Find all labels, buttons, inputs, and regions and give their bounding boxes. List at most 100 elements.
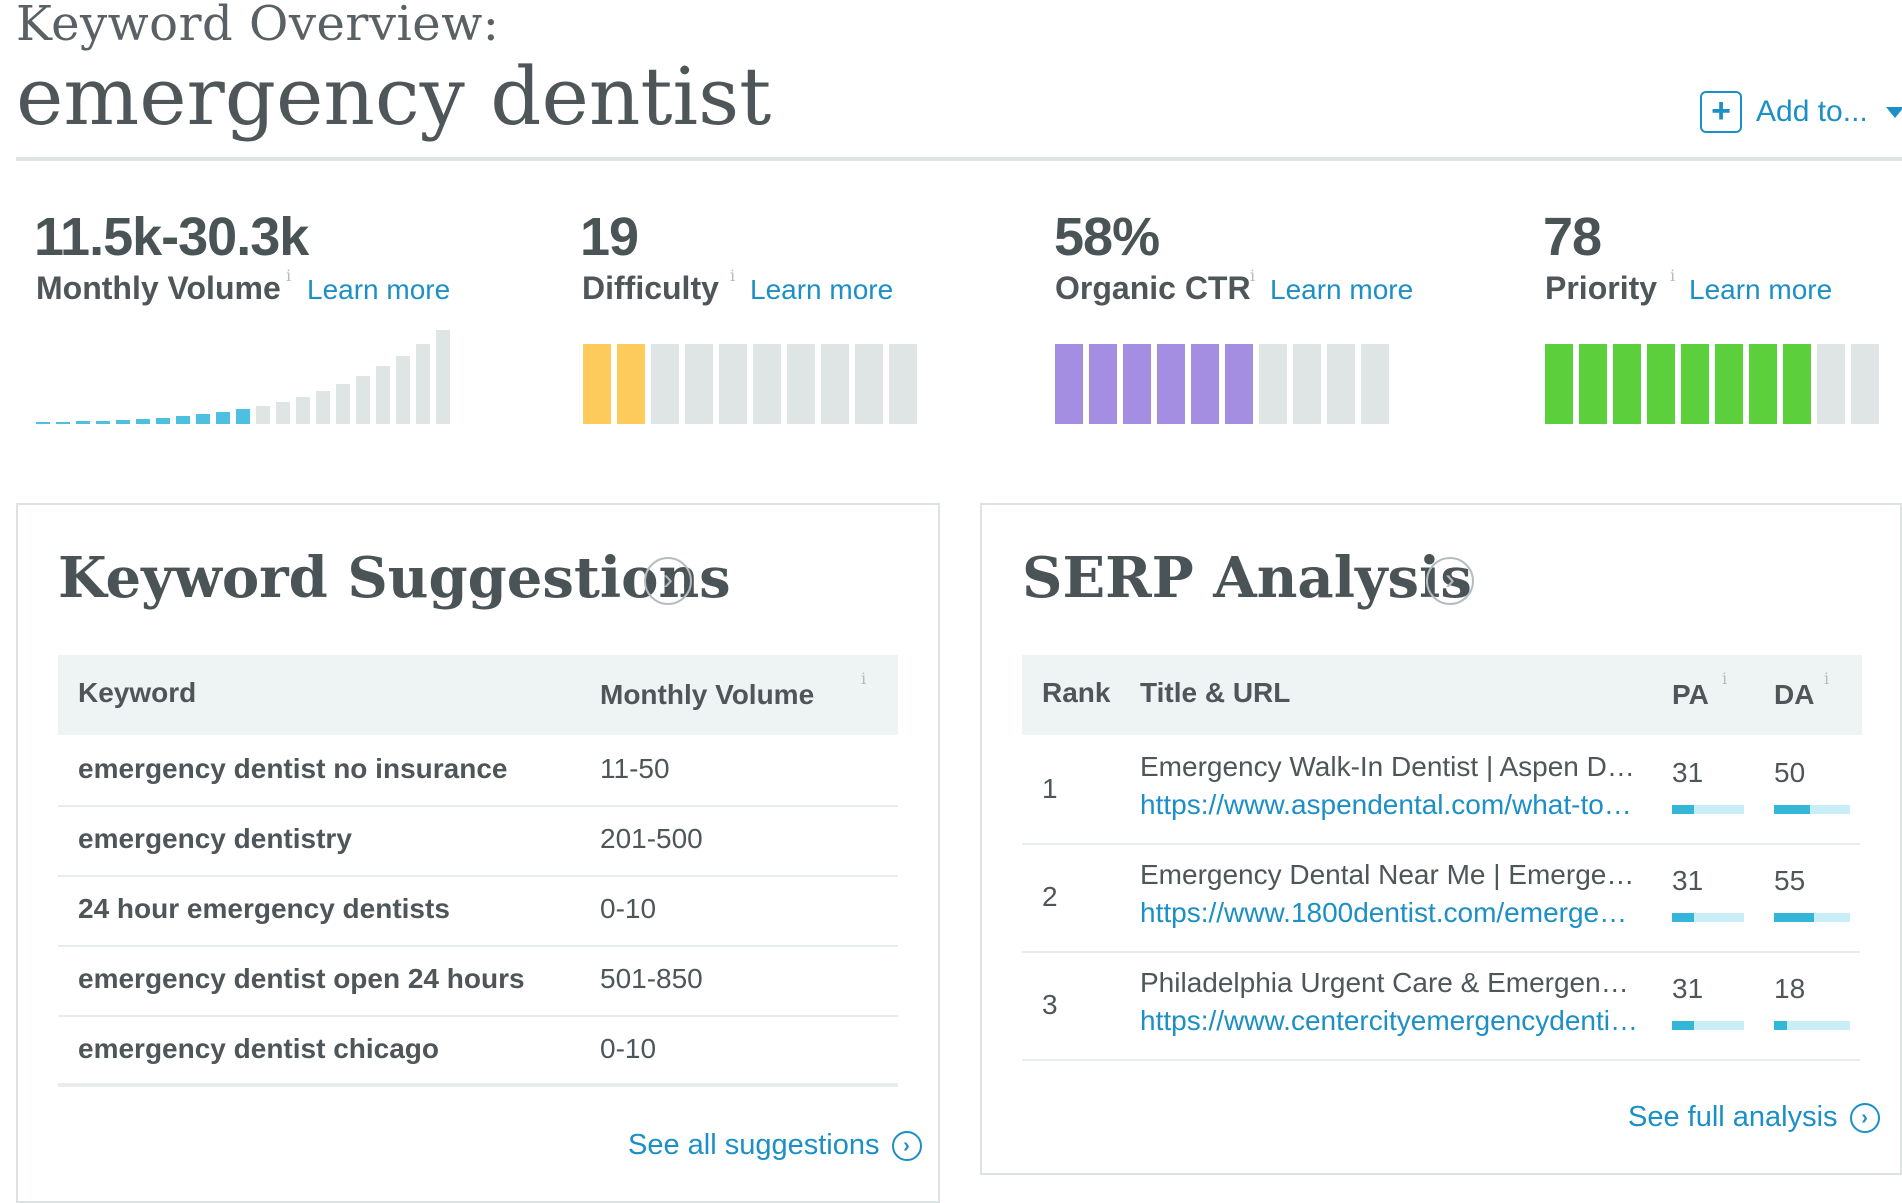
- see-all-suggestions-label: See all suggestions: [628, 1129, 880, 1161]
- metric-label: Difficulty: [582, 270, 719, 306]
- meter-segment: [1361, 344, 1389, 424]
- keyword-cell[interactable]: emergency dentist chicago: [78, 1033, 440, 1064]
- serp-analysis-card: SERP Analysis › Rank Title & URL PA i DA…: [980, 503, 1902, 1175]
- result-url-link[interactable]: https://www.1800dentist.com/emergency-de…: [1140, 897, 1640, 928]
- keyword-cell[interactable]: emergency dentist open 24 hours: [78, 963, 525, 994]
- meter-segment: [1293, 344, 1321, 424]
- keyword-cell[interactable]: emergency dentist no insurance: [78, 753, 508, 784]
- table-row[interactable]: 24 hour emergency dentists 0-10: [58, 875, 898, 947]
- result-title: Philadelphia Urgent Care & Emergency Den…: [1140, 967, 1640, 998]
- keyword-suggestions-card: Keyword Suggestions › Keyword Monthly Vo…: [16, 503, 940, 1203]
- table-bottom-rule: [58, 1083, 898, 1087]
- column-header-volume[interactable]: Monthly Volume: [600, 679, 815, 710]
- chevron-right-icon[interactable]: ›: [644, 557, 692, 605]
- meter-segment: [719, 344, 747, 424]
- column-header-pa[interactable]: PA: [1672, 679, 1709, 710]
- learn-more-link[interactable]: Learn more: [1689, 274, 1833, 305]
- info-icon[interactable]: i: [1250, 266, 1256, 285]
- meter-segment: [1817, 344, 1845, 424]
- learn-more-link[interactable]: Learn more: [307, 274, 451, 305]
- volume-bar: [216, 412, 230, 424]
- rank-cell: 3: [1042, 989, 1058, 1020]
- meter-segment: [855, 344, 883, 424]
- column-header-rank[interactable]: Rank: [1042, 677, 1111, 708]
- rank-cell: 1: [1042, 773, 1058, 804]
- metric-label: Organic CTR: [1055, 270, 1251, 306]
- pa-value: 31: [1672, 865, 1704, 896]
- pa-value: 31: [1672, 757, 1704, 788]
- volume-bar: [176, 416, 190, 424]
- da-bar-fill: [1774, 805, 1810, 814]
- table-row[interactable]: emergency dentist no insurance 11-50: [58, 735, 898, 807]
- result-url-link[interactable]: https://www.centercityemergencydentist.c…: [1140, 1005, 1640, 1036]
- keyword-cell[interactable]: emergency dentistry: [78, 823, 352, 854]
- meter-segment: [1681, 344, 1709, 424]
- info-icon[interactable]: i: [1722, 669, 1728, 688]
- volume-bar: [196, 414, 210, 424]
- see-full-analysis-link[interactable]: See full analysis ›: [1628, 1101, 1880, 1134]
- da-value: 55: [1774, 865, 1806, 896]
- table-header: Rank Title & URL PA i DA i: [1022, 655, 1862, 735]
- meter-segment: [1545, 344, 1573, 424]
- table-header: Keyword Monthly Volume i: [58, 655, 898, 735]
- metric-label: Monthly Volume: [36, 270, 281, 306]
- table-row[interactable]: emergency dentist chicago 0-10: [58, 1015, 898, 1085]
- da-value: 18: [1774, 973, 1806, 1004]
- meter-segment: [821, 344, 849, 424]
- volume-bar: [96, 421, 110, 424]
- meter-segment: [1579, 344, 1607, 424]
- meter-segment: [1647, 344, 1675, 424]
- ctr-meter: [1055, 344, 1389, 424]
- volume-cell: 0-10: [600, 893, 657, 924]
- result-title: Emergency Dental Near Me | Emergency Den…: [1140, 859, 1640, 890]
- volume-cell: 11-50: [600, 753, 670, 784]
- table-row: 1 Emergency Walk-In Dentist | Aspen Denta…: [1022, 735, 1860, 845]
- see-all-suggestions-link[interactable]: See all suggestions ›: [628, 1129, 922, 1162]
- da-bar-fill: [1774, 1021, 1787, 1030]
- info-icon[interactable]: i: [1670, 266, 1676, 285]
- column-header-title-url[interactable]: Title & URL: [1140, 677, 1291, 708]
- volume-cell: 501-850: [600, 963, 703, 994]
- volume-bar: [256, 406, 270, 424]
- info-icon[interactable]: i: [861, 669, 867, 688]
- chevron-right-icon[interactable]: ›: [1426, 557, 1474, 605]
- keyword-cell[interactable]: 24 hour emergency dentists: [78, 893, 450, 924]
- volume-bar: [316, 391, 330, 424]
- table-row: 2 Emergency Dental Near Me | Emergency De…: [1022, 843, 1860, 953]
- meter-segment: [889, 344, 917, 424]
- da-bar-fill: [1774, 913, 1814, 922]
- learn-more-link[interactable]: Learn more: [1270, 274, 1414, 305]
- meter-segment: [1157, 344, 1185, 424]
- table-row[interactable]: emergency dentistry 201-500: [58, 805, 898, 877]
- volume-bar: [376, 366, 390, 424]
- meter-segment: [685, 344, 713, 424]
- volume-bar: [276, 402, 290, 424]
- metric-label: Priority: [1545, 270, 1658, 306]
- info-icon[interactable]: i: [730, 266, 736, 285]
- volume-bar: [136, 419, 150, 424]
- meter-segment: [787, 344, 815, 424]
- add-to-button[interactable]: + Add to...: [1700, 91, 1902, 133]
- pa-bar-fill: [1672, 913, 1695, 922]
- header-divider: [16, 157, 1902, 161]
- meter-segment: [1191, 344, 1219, 424]
- meter-segment: [1783, 344, 1811, 424]
- learn-more-link[interactable]: Learn more: [750, 274, 894, 305]
- result-url-link[interactable]: https://www.aspendental.com/what-to-expe…: [1140, 789, 1640, 820]
- meter-segment: [1851, 344, 1879, 424]
- table-row[interactable]: emergency dentist open 24 hours 501-850: [58, 945, 898, 1017]
- column-header-keyword[interactable]: Keyword: [78, 677, 197, 708]
- info-icon[interactable]: i: [286, 266, 292, 285]
- meter-segment: [583, 344, 611, 424]
- info-icon[interactable]: i: [1824, 669, 1830, 688]
- volume-bar: [436, 330, 450, 424]
- rank-cell: 2: [1042, 881, 1058, 912]
- volume-bar: [356, 376, 370, 424]
- card-title: Keyword Suggestions: [58, 545, 731, 611]
- plus-icon: +: [1700, 91, 1742, 133]
- meter-segment: [1327, 344, 1355, 424]
- column-header-da[interactable]: DA: [1774, 679, 1815, 710]
- meter-segment: [1259, 344, 1287, 424]
- pa-bar: [1672, 1021, 1744, 1030]
- meter-segment: [1613, 344, 1641, 424]
